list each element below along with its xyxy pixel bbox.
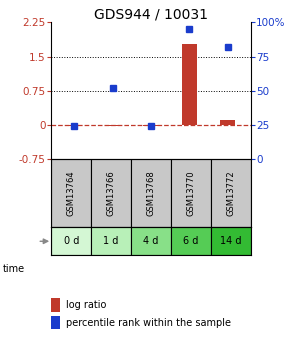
Bar: [211, 159, 251, 227]
Bar: [143, 125, 159, 126]
Text: GSM13766: GSM13766: [107, 170, 115, 216]
Bar: [51, 227, 91, 255]
Text: 6 d: 6 d: [183, 236, 198, 246]
Bar: [131, 159, 171, 227]
Bar: [131, 227, 171, 255]
Bar: [171, 159, 211, 227]
Text: GSM13770: GSM13770: [186, 170, 195, 216]
Text: 0 d: 0 d: [64, 236, 79, 246]
Text: percentile rank within the sample: percentile rank within the sample: [66, 318, 231, 327]
Bar: [171, 227, 211, 255]
Text: log ratio: log ratio: [66, 300, 106, 310]
Text: GSM13764: GSM13764: [67, 170, 76, 216]
Bar: [211, 227, 251, 255]
Text: 4 d: 4 d: [143, 236, 159, 246]
Bar: [91, 159, 131, 227]
Bar: [51, 159, 91, 227]
Title: GDS944 / 10031: GDS944 / 10031: [94, 7, 208, 21]
Text: GSM13772: GSM13772: [226, 170, 235, 216]
Bar: [105, 125, 120, 126]
Bar: [67, 125, 82, 126]
Text: GSM13768: GSM13768: [146, 170, 155, 216]
Text: 1 d: 1 d: [103, 236, 119, 246]
Text: 14 d: 14 d: [220, 236, 241, 246]
Bar: [220, 120, 235, 125]
Bar: [91, 227, 131, 255]
Text: time: time: [3, 264, 25, 274]
Bar: [182, 44, 197, 125]
